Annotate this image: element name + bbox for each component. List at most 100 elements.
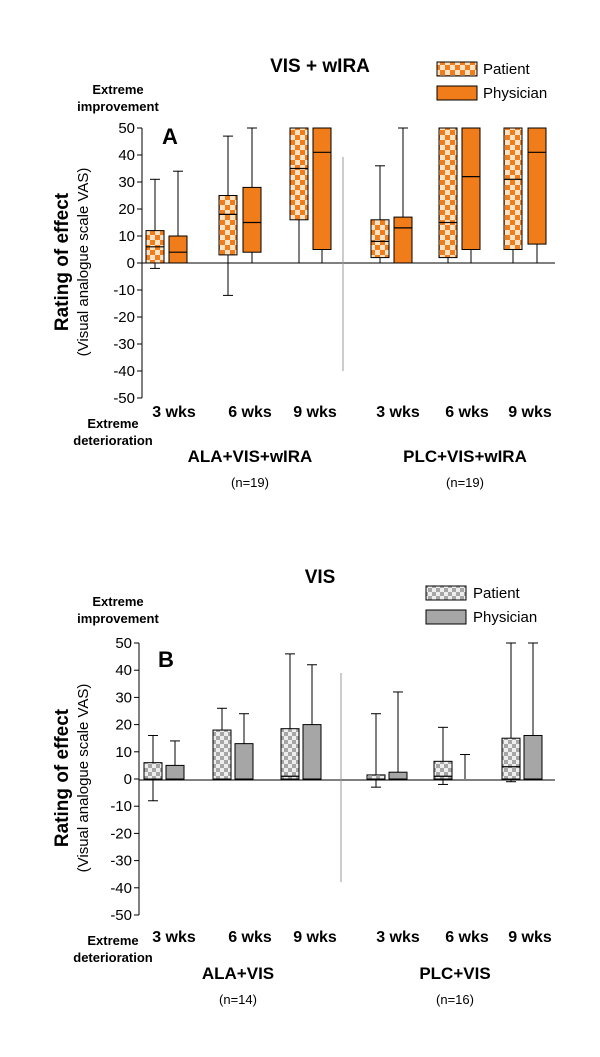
panel-a-y-tick-label: -40 — [113, 363, 135, 380]
panel-a-top-label-2: improvement — [77, 99, 159, 114]
box-body — [393, 216, 413, 264]
panel-b-top-label-2: improvement — [77, 611, 159, 626]
panel-b-x-label-g2-t2: 6 wks — [445, 929, 489, 946]
panel-b-x-label-g1-t3: 9 wks — [293, 929, 337, 946]
box-b-2-4 — [460, 754, 470, 779]
panel-b-top-label-1: Extreme — [92, 594, 143, 609]
box-body — [218, 195, 238, 256]
panel-a-y-tick-label: -10 — [113, 282, 135, 299]
panel-b-y-tick-label: 40 — [115, 662, 132, 679]
box-a-2-3 — [438, 127, 458, 264]
box-body — [143, 762, 163, 780]
panel-b-y-tick-label: 50 — [115, 635, 132, 652]
legend-label-physician: Physician — [473, 609, 537, 626]
legend-swatch-physician — [425, 609, 467, 625]
panel-a-y-tick-label: 30 — [118, 174, 135, 191]
panel-a-y-tick-label: 40 — [118, 147, 135, 164]
box-body — [461, 127, 481, 250]
box-b-1-6 — [302, 664, 322, 780]
panel-a-x-label-g2-t3: 9 wks — [508, 404, 552, 421]
panel-a-bottom-label-1: Extreme — [87, 416, 138, 431]
panel-b-title: VIS — [305, 567, 336, 588]
panel-a-group-2-name: PLC+VIS+wIRA — [403, 447, 527, 466]
box-body — [433, 760, 453, 780]
box-body — [312, 127, 332, 250]
panel-b-y-tick-label: -10 — [110, 798, 132, 815]
panel-a-y-tick-label: -30 — [113, 336, 135, 353]
box-body — [388, 771, 408, 780]
legend-swatch-patient — [436, 61, 478, 77]
panel-b-x-label-g1-t1: 3 wks — [152, 929, 196, 946]
box-body — [523, 734, 543, 780]
panel-a-y-tick-label: 0 — [127, 255, 135, 272]
panel-a-x-label-g2-t1: 3 wks — [376, 404, 420, 421]
box-body — [503, 127, 523, 250]
box-b-2-5 — [501, 642, 521, 783]
panel-a-title: VIS + wIRA — [270, 56, 370, 77]
panel-b-ylabel: Rating of effect — [52, 708, 73, 847]
box-body — [366, 774, 386, 780]
panel-b-letter: B — [158, 647, 174, 672]
panel-b-plot — [143, 642, 543, 802]
box-body — [280, 728, 300, 780]
panel-b-x-label-g2-t1: 3 wks — [376, 929, 420, 946]
box-a-2-4 — [461, 127, 481, 264]
box-body — [438, 127, 458, 259]
panel-b-group-1-name: ALA+VIS — [202, 964, 274, 983]
box-b-1-1 — [143, 734, 163, 802]
panel-b-bottom-label-2: deterioration — [73, 950, 153, 965]
box-b-2-6 — [523, 642, 543, 780]
panel-a-y-tick-label: -50 — [113, 390, 135, 407]
panel-b-y-tick-label: -50 — [110, 907, 132, 924]
panel-a-x-label-g1-t2: 6 wks — [228, 404, 272, 421]
box-body — [165, 764, 185, 780]
box-b-1-3 — [212, 707, 232, 780]
legend-label-physician: Physician — [483, 85, 547, 102]
panel-a-y-tick-label: -20 — [113, 309, 135, 326]
panel-a-x-label-g1-t1: 3 wks — [152, 404, 196, 421]
legend-label-patient: Patient — [473, 585, 521, 602]
panel-b-group-1-n: (n=14) — [219, 992, 257, 1007]
panel-b-group-2-name: PLC+VIS — [419, 964, 490, 983]
panel-a-bottom-label-2: deterioration — [73, 433, 153, 448]
box-body — [370, 219, 390, 259]
panel-a-ylabel-sub: (Visual analogue scale VAS) — [75, 168, 92, 357]
panel-b-y-tick-label: -20 — [110, 825, 132, 842]
box-b-1-5 — [280, 653, 300, 780]
panel-a-y-axis: 50 40 30 20 10 0 -10 -20 -30 -40 -50 — [113, 120, 143, 407]
panel-a-ylabel: Rating of effect — [52, 192, 73, 331]
panel-b-y-tick-label: 0 — [124, 771, 132, 788]
box-body — [212, 729, 232, 780]
box-a-2-6 — [527, 127, 547, 264]
panel-b-y-tick-label: -30 — [110, 853, 132, 870]
panel-a-y-tick-label: 10 — [118, 228, 135, 245]
panel-a-x-label-g1-t3: 9 wks — [293, 404, 337, 421]
box-body — [168, 235, 188, 264]
box-body — [501, 737, 521, 780]
legend-swatch-physician — [436, 85, 478, 101]
box-body — [289, 127, 309, 221]
panel-a-group-1-name: ALA+VIS+wIRA — [188, 447, 313, 466]
box-a-1-5 — [289, 127, 309, 264]
panel-b-legend: Patient Physician — [425, 585, 537, 626]
box-a-1-2 — [168, 170, 188, 264]
box-a-2-2 — [393, 127, 413, 264]
box-a-1-4 — [242, 127, 262, 264]
panel-a-x-label-g2-t2: 6 wks — [445, 404, 489, 421]
box-body — [302, 724, 322, 780]
panel-b-y-tick-label: -40 — [110, 880, 132, 897]
box-b-2-2 — [388, 691, 408, 780]
panel-a: VIS + wIRA A Extreme improvement Extreme… — [52, 56, 555, 490]
panel-b-ylabel-sub: (Visual analogue scale VAS) — [75, 684, 92, 873]
panel-a-y-tick-label: 20 — [118, 201, 135, 218]
box-a-2-5 — [503, 127, 523, 264]
box-b-1-4 — [234, 713, 254, 780]
panel-a-y-tick-label: 50 — [118, 120, 135, 137]
panel-b-x-label-g1-t2: 6 wks — [228, 929, 272, 946]
panel-b-y-axis: 50 40 30 20 10 0 -10 -20 -30 -40 -50 — [110, 635, 140, 924]
box-body — [242, 186, 262, 253]
panel-b-x-label-g2-t3: 9 wks — [508, 929, 552, 946]
box-a-1-3 — [218, 135, 238, 296]
panel-b-y-tick-label: 20 — [115, 717, 132, 734]
